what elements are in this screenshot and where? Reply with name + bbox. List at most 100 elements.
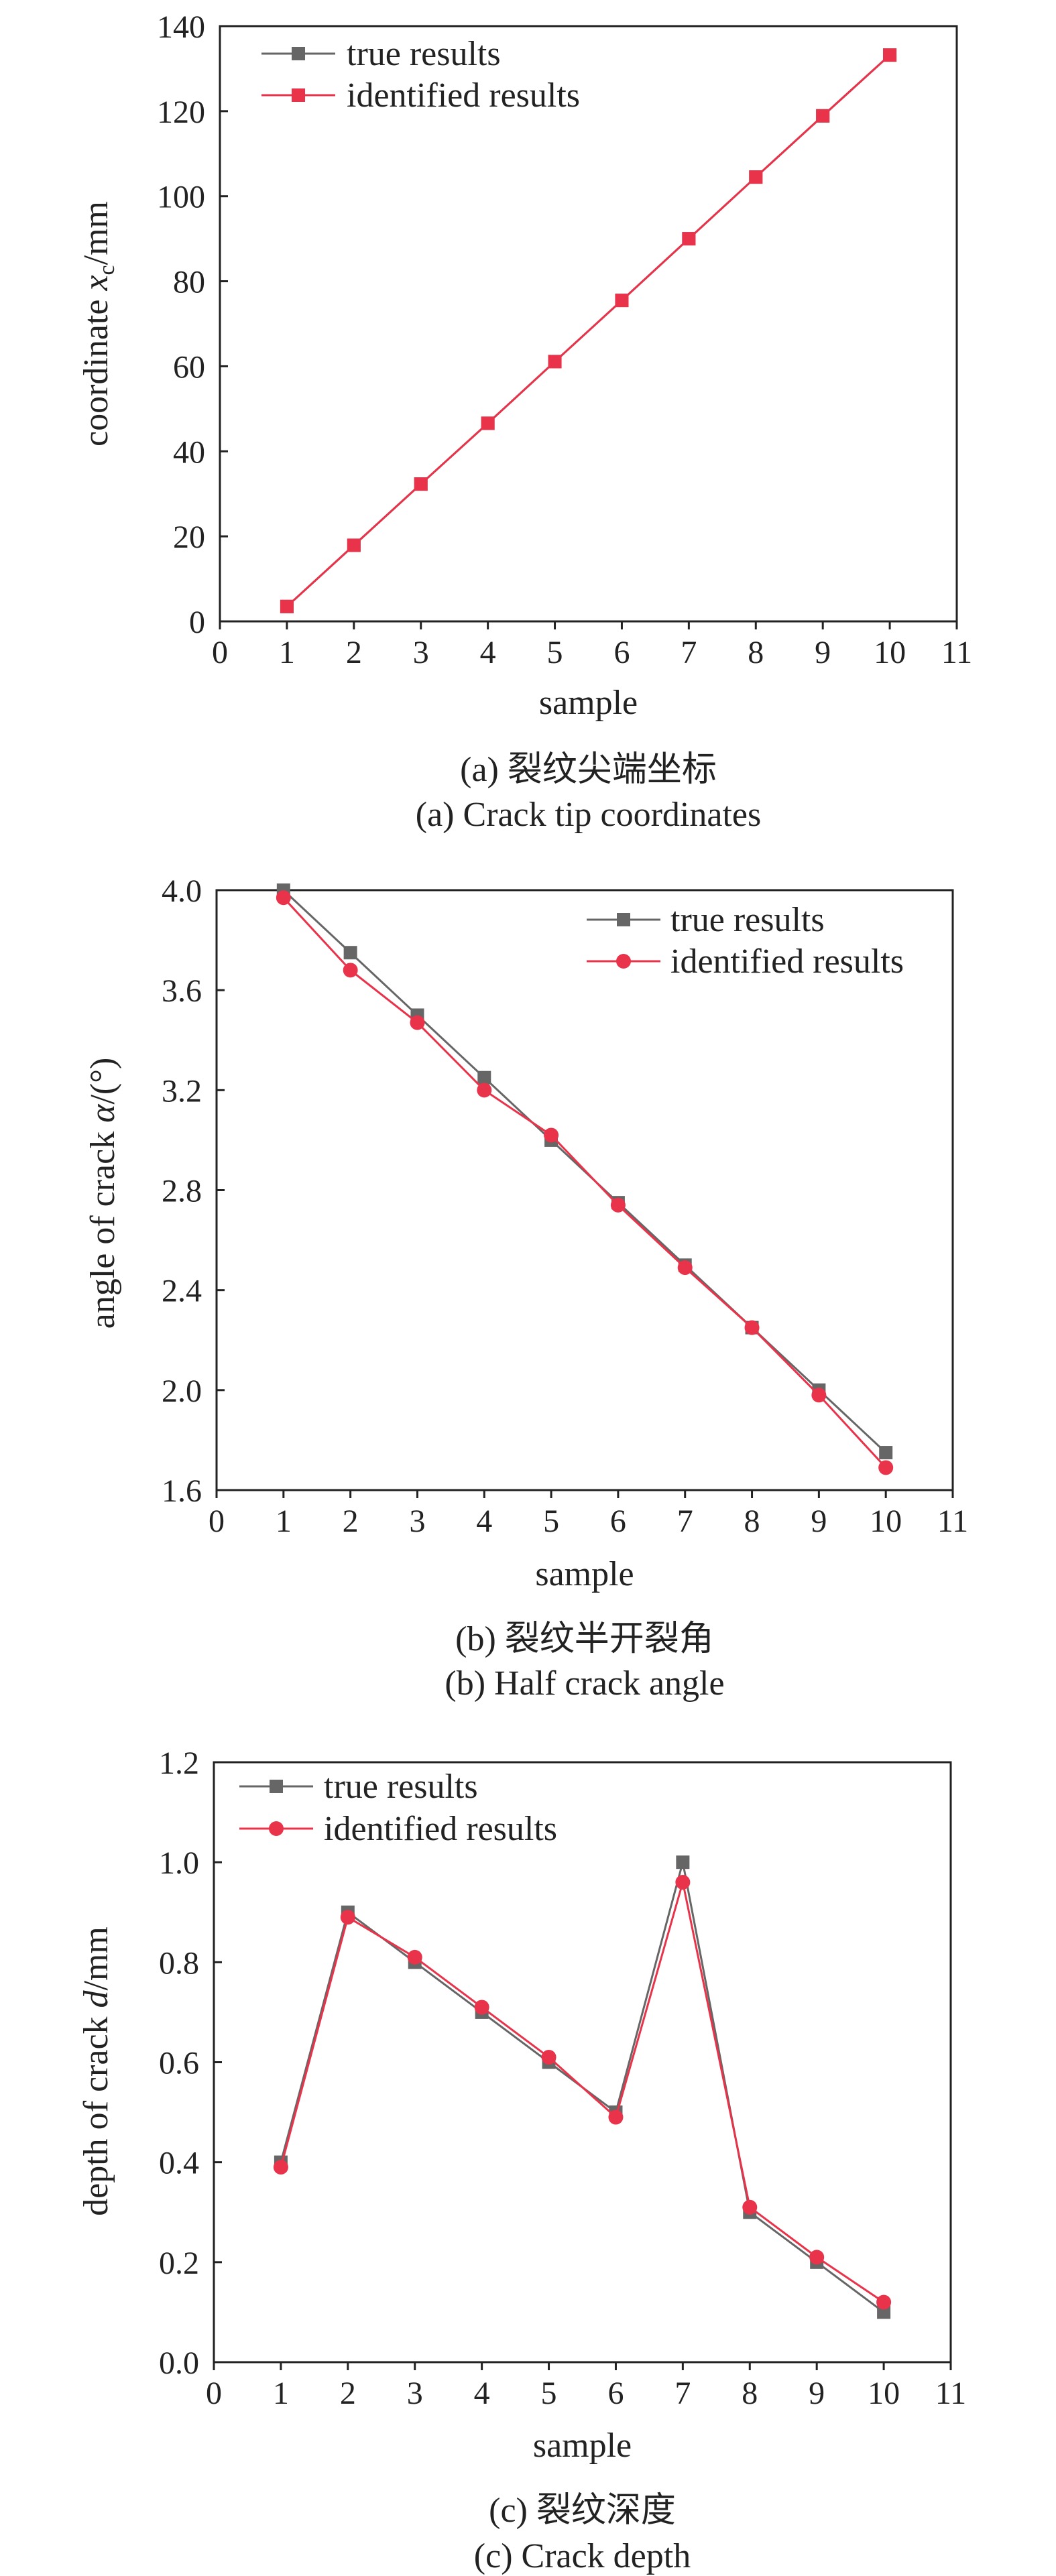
data-point	[682, 232, 696, 246]
x-tick-label: 10	[868, 2376, 900, 2411]
data-point	[744, 1320, 760, 1335]
legend-label: identified results	[347, 76, 580, 115]
x-tick-label: 0	[212, 635, 228, 670]
series-identified-results	[273, 1875, 892, 2310]
data-point	[410, 1015, 425, 1030]
y-tick-label: 3.2	[162, 1073, 202, 1109]
x-tick-label: 9	[809, 2376, 825, 2411]
y-axis-label-unit: /mm	[77, 1926, 115, 1990]
data-point	[343, 963, 358, 978]
x-tick-label: 1	[273, 2376, 289, 2411]
legend-entry-2: identified results	[239, 1810, 557, 1848]
legend-marker	[270, 1780, 283, 1793]
x-tick-label: 2	[343, 1504, 359, 1539]
y-tick-label: 20	[173, 519, 205, 555]
x-tick-label: 8	[744, 1504, 760, 1539]
y-axis-label-unit: /mm	[77, 201, 115, 265]
x-tick-label: 8	[742, 2376, 758, 2411]
x-tick-label: 2	[346, 635, 362, 670]
y-tick-label: 3.6	[162, 973, 202, 1009]
chart-panel-1: 0 1 2 3 4 5 6 7 8 9 10 11 0 20 40 60 80 100 120 140 sample co…	[77, 9, 972, 834]
y-tick-label: 60	[173, 349, 205, 385]
plot-frame	[219, 25, 958, 623]
x-tick-label: 9	[815, 635, 831, 670]
data-point	[340, 1910, 355, 1925]
caption-english: (c) Crack depth	[474, 2537, 691, 2575]
data-point	[883, 48, 897, 62]
x-tick-label: 10	[870, 1504, 902, 1539]
y-tick-label: 0.4	[159, 2146, 199, 2181]
y-axis-label-text: coordinate	[77, 291, 115, 446]
x-tick-label: 4	[480, 635, 496, 670]
data-point	[677, 1260, 693, 1276]
x-tick-label: 3	[409, 1504, 425, 1539]
data-point	[675, 1875, 691, 1890]
data-point	[608, 2109, 624, 2125]
x-tick-label: 9	[811, 1504, 827, 1539]
x-tick-label: 6	[607, 2376, 624, 2411]
data-point	[474, 2000, 489, 2015]
data-point	[676, 1855, 690, 1869]
data-point	[414, 477, 428, 491]
x-tick-label: 7	[677, 1504, 693, 1539]
series-identified-results	[280, 48, 897, 613]
data-point	[876, 2294, 892, 2310]
x-tick-label: 8	[748, 635, 764, 670]
legend-label: identified results	[670, 942, 904, 981]
data-point	[343, 946, 357, 960]
legend-entry-2: identified results	[261, 76, 580, 115]
data-point	[742, 2199, 758, 2215]
caption-chinese: (a) 裂纹尖端坐标	[460, 751, 717, 789]
y-tick-label: 4.0	[162, 873, 202, 909]
y-tick-label: 80	[173, 265, 205, 300]
legend-label: true results	[324, 1768, 478, 1806]
legend-entry-1: true results	[239, 1768, 478, 1806]
x-axis-label: sample	[539, 684, 638, 722]
y-tick-label: 2.4	[162, 1274, 202, 1309]
x-tick-label: 6	[613, 635, 630, 670]
data-point	[273, 2160, 288, 2175]
legend-marker	[617, 913, 630, 926]
y-tick-label: 1.6	[162, 1473, 202, 1509]
caption-english: (b) Half crack angle	[445, 1664, 724, 1703]
chart-panel-2: 0 1 2 3 4 5 6 7 8 9 10 11 1.6 2.0 2.4 2.8 3.2 3.6 4.0 sampl…	[84, 873, 968, 1703]
data-point	[878, 1460, 894, 1475]
data-point	[615, 294, 629, 308]
x-tick-label: 3	[407, 2376, 423, 2411]
x-tick-label: 7	[674, 2376, 691, 2411]
legend-label: identified results	[324, 1810, 557, 1848]
x-tick-label: 6	[610, 1504, 626, 1539]
caption-chinese: (c) 裂纹深度	[489, 2492, 676, 2530]
y-tick-label: 2.0	[162, 1373, 202, 1409]
chart-panel-3: 0 1 2 3 4 5 6 7 8 9 10 11 0.0 0.2 0.4 0.6 0.8 1.0 1.2 sampl…	[77, 1745, 966, 2575]
y-axis-label: depth of crack d/mm	[77, 1926, 115, 2216]
legend-entry-2: identified results	[587, 942, 904, 981]
y-tick-label: 0.0	[159, 2345, 199, 2381]
x-axis-label: sample	[533, 2427, 632, 2465]
x-axis-label: sample	[535, 1555, 634, 1593]
data-point	[477, 1070, 491, 1085]
y-axis-label-text: angle of crack	[84, 1123, 122, 1329]
x-tick-label: 10	[874, 635, 906, 670]
legend-label: true results	[347, 35, 501, 73]
y-tick-label: 0.8	[159, 1945, 199, 1981]
data-point	[477, 1083, 492, 1098]
data-point	[811, 1388, 827, 1403]
y-tick-label: 0.6	[159, 2046, 199, 2081]
x-tick-label: 5	[543, 1504, 559, 1539]
y-axis-label-unit: /(°)	[84, 1058, 122, 1105]
data-point	[544, 1127, 559, 1143]
data-point	[879, 1446, 893, 1460]
data-point	[809, 2250, 825, 2265]
data-point	[280, 599, 294, 613]
legend-marker	[616, 954, 631, 969]
data-point	[276, 890, 291, 906]
x-tick-label: 11	[937, 1504, 968, 1539]
x-tick-label: 0	[209, 1504, 225, 1539]
y-tick-label: 100	[157, 180, 205, 215]
x-tick-label: 11	[941, 635, 972, 670]
x-tick-label: 5	[547, 635, 563, 670]
y-axis-label-symbol: d	[77, 1989, 115, 2008]
legend-marker	[292, 47, 305, 60]
